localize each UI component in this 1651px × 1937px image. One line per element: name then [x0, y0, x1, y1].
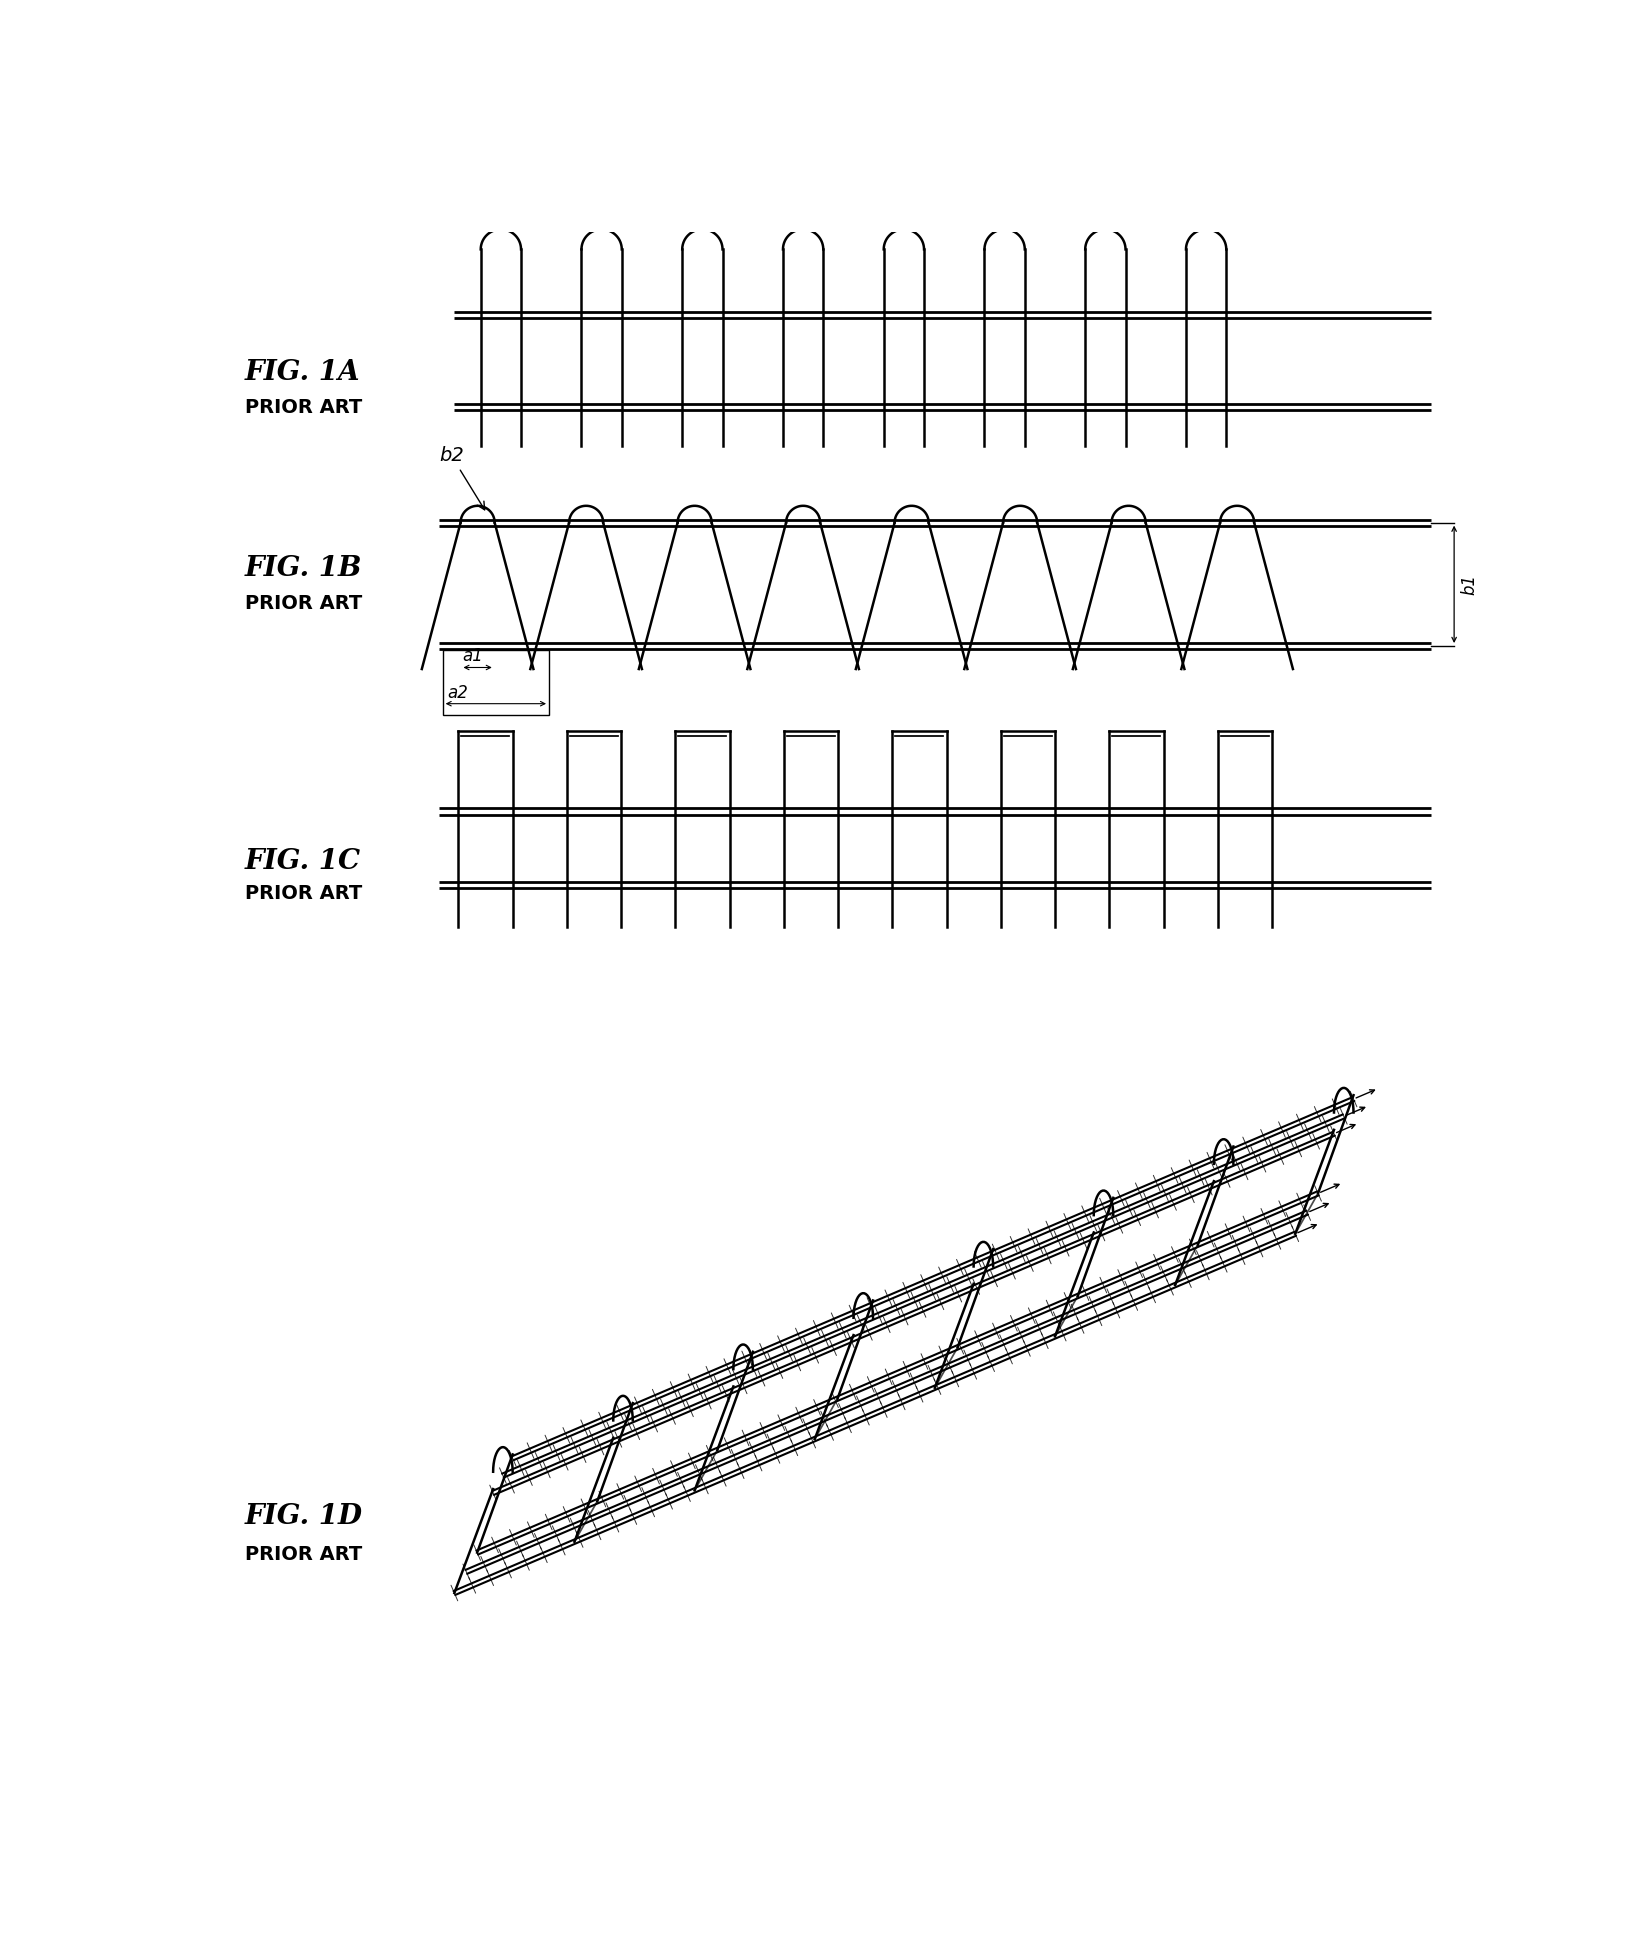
Text: PRIOR ART: PRIOR ART — [244, 595, 362, 614]
Text: b2: b2 — [439, 446, 485, 509]
Text: FIG. 1D: FIG. 1D — [244, 1503, 363, 1530]
Text: a2: a2 — [447, 684, 469, 701]
Bar — [442, 649, 548, 715]
Text: PRIOR ART: PRIOR ART — [244, 397, 362, 416]
Text: FIG. 1A: FIG. 1A — [244, 358, 360, 385]
Text: PRIOR ART: PRIOR ART — [244, 1546, 362, 1563]
Text: PRIOR ART: PRIOR ART — [244, 885, 362, 903]
Text: b1: b1 — [1461, 573, 1478, 595]
Text: FIG. 1C: FIG. 1C — [244, 848, 362, 876]
Text: a1: a1 — [462, 647, 484, 664]
Text: FIG. 1B: FIG. 1B — [244, 556, 363, 583]
